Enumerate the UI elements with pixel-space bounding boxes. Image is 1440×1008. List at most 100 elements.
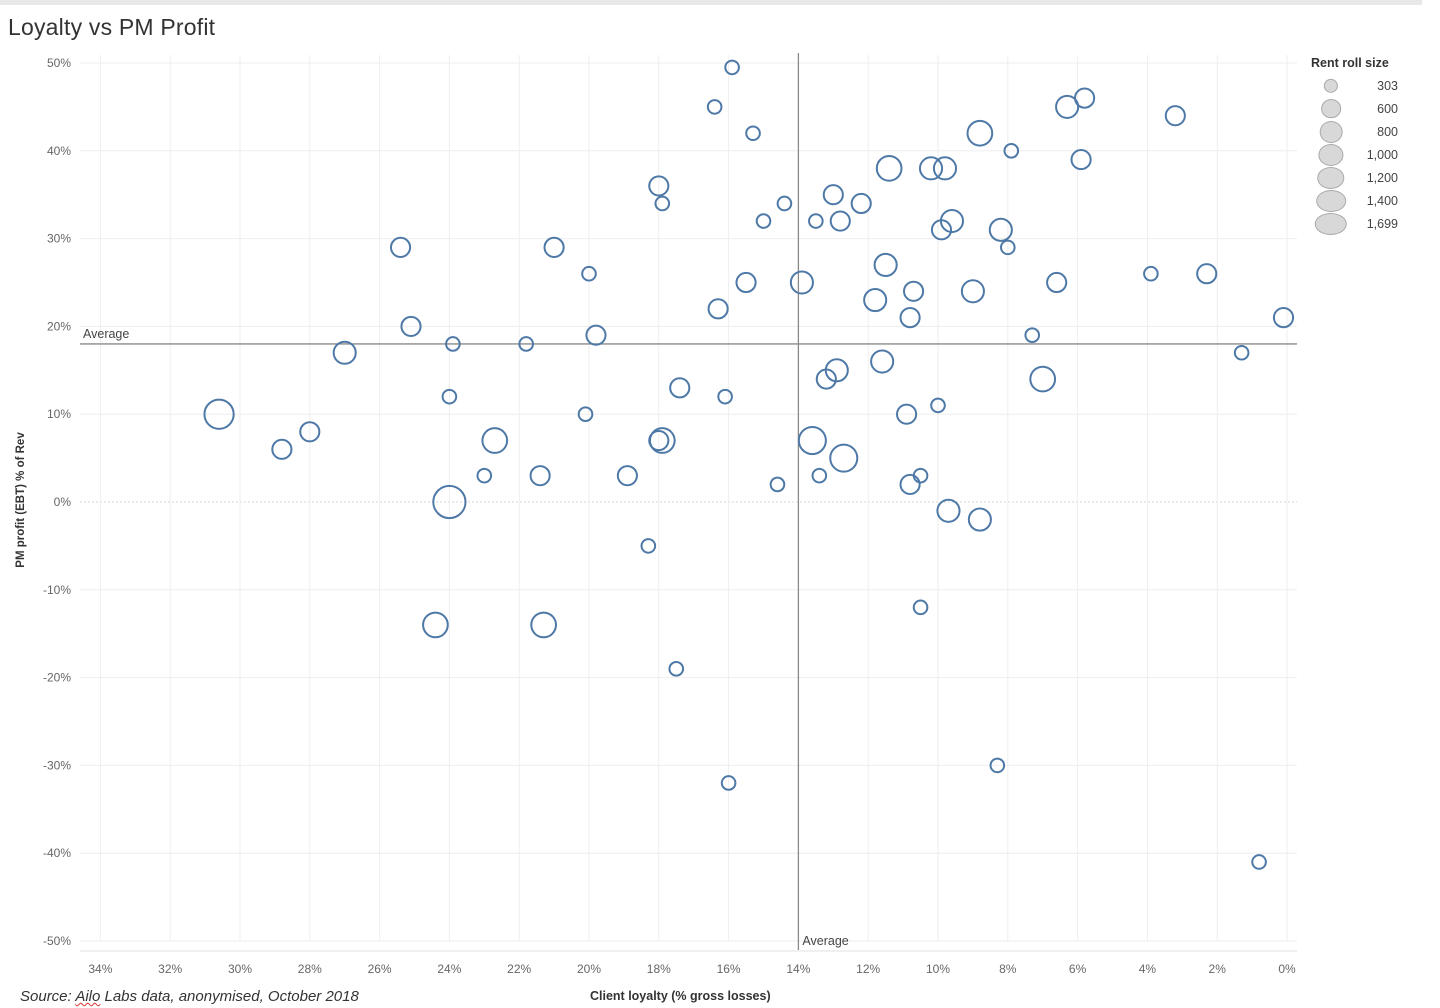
x-tick-label: 8% — [999, 962, 1017, 976]
data-point — [875, 155, 903, 182]
legend-size-label: 800 — [1377, 124, 1398, 139]
data-point — [932, 156, 958, 181]
data-point — [299, 421, 321, 443]
data-point — [989, 757, 1006, 774]
data-point — [863, 288, 888, 313]
data-point — [735, 271, 757, 294]
data-point — [1000, 239, 1016, 256]
legend-size-circle — [1316, 189, 1346, 212]
data-point — [203, 398, 235, 430]
legend-size-circle — [1318, 143, 1344, 166]
data-point — [648, 175, 670, 197]
legend-items: 303 600 800 1,000 1,200 1,400 1,699 — [1306, 74, 1416, 235]
x-tick-label: 20% — [577, 962, 601, 976]
y-tick-label: 40% — [47, 144, 71, 158]
data-point — [918, 156, 944, 181]
data-point — [476, 467, 493, 484]
data-point — [1251, 854, 1267, 870]
data-point — [1196, 263, 1218, 285]
data-point — [829, 443, 859, 473]
x-tick-label: 34% — [88, 962, 112, 976]
legend-size-label: 303 — [1377, 78, 1398, 93]
x-tick-label: 0% — [1278, 962, 1296, 976]
data-point — [332, 340, 357, 365]
data-point — [1233, 344, 1250, 361]
data-point — [717, 388, 733, 405]
x-tick-label: 2% — [1209, 962, 1227, 976]
data-point — [654, 195, 671, 212]
data-point — [808, 213, 824, 229]
chart-title: Loyalty vs PM Profit — [8, 14, 216, 40]
data-point — [829, 210, 851, 232]
average-label-y: Average — [83, 327, 129, 341]
data-point — [815, 368, 837, 390]
y-tick-label: 10% — [47, 407, 71, 421]
data-point — [441, 388, 458, 405]
y-tick-label: 50% — [47, 56, 71, 70]
data-point — [724, 59, 740, 76]
y-tick-label: -40% — [43, 846, 71, 860]
legend-size-label: 1,000 — [1366, 147, 1398, 162]
data-point — [811, 467, 828, 484]
data-point — [707, 298, 729, 320]
legend-size-label: 1,400 — [1366, 193, 1398, 208]
data-point — [899, 307, 921, 329]
legend-item: 303 — [1306, 74, 1416, 97]
data-point — [518, 336, 534, 352]
data-point — [577, 406, 594, 423]
data-point — [776, 195, 793, 212]
size-legend: Rent roll size 303 600 800 1,000 1,200 1,400 1… — [1306, 56, 1416, 235]
data-point — [668, 661, 685, 677]
data-point — [1070, 149, 1092, 171]
data-point — [648, 429, 670, 452]
data-point — [529, 465, 551, 487]
data-point — [616, 465, 638, 487]
x-tick-label: 30% — [228, 962, 252, 976]
legend-item: 600 — [1306, 97, 1416, 120]
legend-item: 1,000 — [1306, 143, 1416, 166]
data-point — [585, 324, 607, 346]
y-tick-label: 30% — [47, 232, 71, 246]
data-point — [896, 403, 918, 425]
data-point — [966, 119, 994, 147]
x-tick-label: 24% — [437, 962, 461, 976]
legend-size-circle — [1323, 78, 1339, 93]
data-point — [1029, 365, 1057, 393]
data-point — [706, 99, 723, 115]
data-point — [930, 219, 953, 241]
data-point — [389, 236, 412, 258]
y-tick-label: -20% — [43, 671, 71, 685]
data-point — [755, 213, 772, 229]
data-point — [1024, 327, 1041, 343]
x-tick-label: 26% — [368, 962, 392, 976]
y-tick-label: 20% — [47, 319, 71, 333]
data-point — [960, 279, 985, 304]
data-point — [936, 498, 961, 523]
x-tick-label: 16% — [717, 962, 741, 976]
data-point — [873, 252, 898, 277]
data-point — [870, 349, 895, 374]
legend-size-circle — [1321, 98, 1341, 119]
data-point — [1272, 307, 1295, 329]
average-label-x: Average — [802, 934, 848, 948]
data-point — [422, 611, 449, 639]
data-point — [445, 336, 461, 352]
data-point — [481, 427, 509, 454]
data-point — [1164, 105, 1186, 127]
x-tick-label: 32% — [158, 962, 182, 976]
legend-size-label: 600 — [1377, 101, 1398, 116]
data-point — [789, 270, 814, 295]
data-point — [400, 315, 422, 337]
data-point — [1055, 94, 1080, 119]
legend-item: 1,400 — [1306, 189, 1416, 212]
data-point — [903, 280, 925, 302]
data-point — [640, 538, 657, 554]
legend-size-label: 1,200 — [1366, 170, 1398, 185]
source-note: Source: Ailo Labs data, anonymised, Octo… — [20, 988, 359, 1005]
data-point — [530, 611, 557, 639]
x-tick-label: 18% — [647, 962, 671, 976]
data-point — [1074, 87, 1096, 109]
data-point — [899, 473, 921, 496]
data-point — [797, 426, 827, 456]
